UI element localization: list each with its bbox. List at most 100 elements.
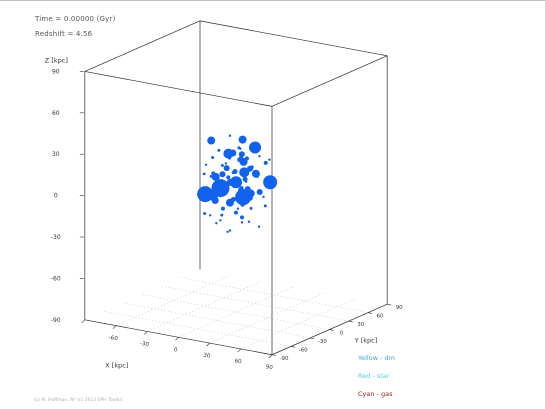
particle-point (234, 210, 238, 215)
particle-point (263, 175, 278, 190)
particle-point (226, 175, 231, 180)
box-edge (271, 55, 388, 107)
grid-line-y (161, 285, 349, 322)
x-tick (268, 354, 273, 358)
y-tick (367, 312, 373, 314)
particle-point (256, 188, 263, 195)
box-edge (84, 71, 273, 107)
particle-point (202, 172, 206, 176)
particle-point (230, 176, 242, 189)
particle-point (211, 136, 214, 140)
particle-point (238, 151, 245, 158)
y-tick-label: 30 (357, 322, 364, 328)
particle-point (238, 137, 242, 141)
particle-point (211, 171, 216, 176)
particle-point (238, 135, 247, 144)
x-tick (81, 319, 86, 324)
particle-point (239, 147, 242, 150)
particle-point (242, 176, 248, 182)
particle-point (211, 196, 219, 204)
particle-point (252, 142, 261, 151)
particle-point (240, 221, 244, 224)
z-tick-label: 30 (52, 151, 60, 158)
x-tick-label: -60 (108, 335, 118, 343)
particle-point (228, 229, 232, 232)
grid-line-y (180, 277, 369, 313)
legend-item-star: Red - star (358, 372, 390, 380)
particle-point (245, 171, 250, 176)
y-tick-label: 60 (377, 314, 384, 320)
y-axis-label: Y [kpc] (354, 337, 378, 345)
particle-point (268, 158, 271, 161)
particle-point (229, 149, 237, 157)
credit-text: (c) M. Hoffman, N* (c) 2013 SPH Toolkit (34, 398, 123, 403)
y-tick-label: 90 (396, 305, 403, 311)
particles (197, 134, 278, 233)
y-tick (348, 320, 353, 323)
y-tick (291, 346, 296, 348)
y-tick-label: 0 (340, 330, 344, 336)
particle-point (224, 162, 228, 165)
particle-point (238, 191, 242, 195)
x-tick (112, 325, 117, 329)
particle-point (220, 206, 225, 211)
z-tick-label: -60 (51, 275, 61, 282)
particle-point (220, 213, 224, 217)
grid-line-y (103, 311, 292, 347)
y-tick (310, 337, 315, 340)
x-tick (206, 342, 210, 347)
particle-point (217, 182, 224, 189)
y-tick-label: -90 (280, 356, 289, 362)
particle-point (255, 149, 258, 152)
grid-line-y (142, 294, 330, 330)
x-tick-label: 90 (265, 364, 273, 371)
particle-point (228, 156, 232, 160)
particle-point (226, 230, 229, 233)
x-tick (175, 337, 179, 341)
particle-point (228, 134, 232, 137)
particle-point (247, 195, 253, 201)
y-tick-label: -30 (318, 339, 327, 345)
particle-point (240, 215, 244, 220)
z-tick-label: 90 (52, 68, 60, 75)
particle-point (257, 225, 261, 228)
particle-point (258, 155, 261, 158)
axis-ticks: 90 60 30 0 -30 -60 -90 -60 -30 0 30 60 90 -90 -60 -30 0 3… (51, 68, 403, 371)
particle-point (219, 171, 226, 178)
x-tick-label: -30 (139, 341, 149, 349)
particle-point (255, 174, 259, 178)
y-tick (387, 303, 392, 306)
particle-point (263, 160, 268, 165)
z-axis-label: Z [kpc] (45, 56, 68, 64)
particle-point (249, 206, 253, 210)
particle-point (240, 202, 245, 207)
time-readout: Time = 0.00000 (Gyr) (35, 15, 116, 23)
y-tick-label: -60 (299, 347, 308, 353)
box-edge (199, 20, 388, 57)
x-tick-label: 60 (234, 358, 242, 365)
particle-point (262, 195, 265, 199)
grid-line-y (123, 302, 311, 339)
particle-point (215, 222, 218, 225)
legend-item-gas: Cyan - gas (358, 390, 393, 398)
particle-point (209, 174, 213, 178)
y-tick (271, 354, 277, 357)
z-tick-label: 0 (54, 193, 58, 200)
particle-point (217, 148, 221, 152)
legend-item-dm: Yellow - dm (358, 354, 395, 362)
particle-point (237, 157, 243, 163)
x-tick (237, 348, 242, 353)
particle-point (204, 163, 208, 167)
particle-point (223, 165, 230, 172)
redshift-readout: Redshift = 4.56 (35, 30, 93, 38)
particle-point (220, 164, 224, 167)
particle-point (236, 207, 240, 210)
particle-point (245, 187, 249, 191)
particle-point (231, 171, 235, 175)
particle-point (249, 165, 254, 170)
particle-point (219, 219, 222, 222)
z-tick-label: 60 (52, 110, 60, 117)
floor-grid (103, 274, 369, 350)
